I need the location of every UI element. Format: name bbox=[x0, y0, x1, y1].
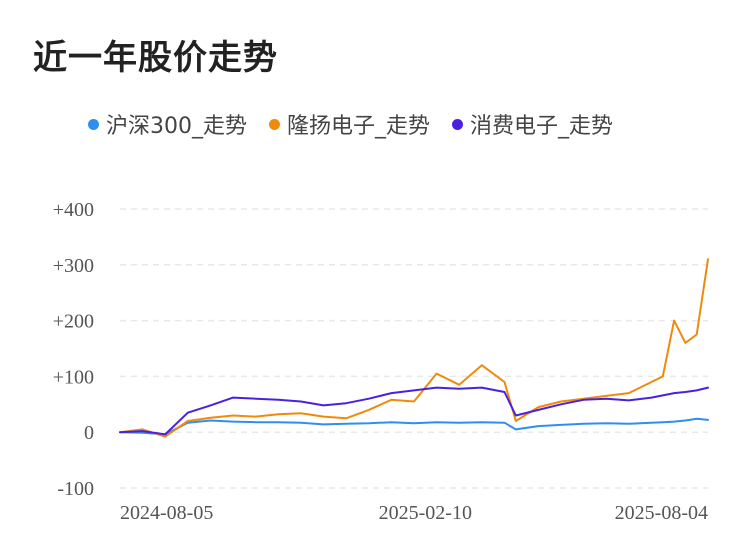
legend-dot-consumer-icon bbox=[452, 118, 464, 130]
y-tick-label: +400 bbox=[53, 199, 94, 221]
series-line-consumer bbox=[119, 386, 709, 436]
y-tick-label: +200 bbox=[53, 311, 94, 333]
x-tick-label: 2024-08-05 bbox=[120, 502, 213, 524]
x-tick-label: 2025-02-10 bbox=[379, 502, 472, 524]
legend-dot-longyang-icon bbox=[269, 118, 280, 130]
chart-title: 近一年股价走势 bbox=[33, 38, 278, 78]
legend-item-longyang[interactable]: 隆扬电子_走势 bbox=[269, 108, 430, 140]
series-line-longyang bbox=[119, 258, 709, 438]
legend-item-hs300[interactable]: 沪深300_走势 bbox=[88, 108, 247, 140]
legend-label-hs300: 沪深300_走势 bbox=[106, 114, 247, 139]
legend-dot-hs300-icon bbox=[88, 118, 99, 130]
y-tick-label: -100 bbox=[57, 478, 94, 500]
y-tick-label: +300 bbox=[53, 255, 94, 277]
series-line-hs300 bbox=[119, 417, 709, 436]
legend: 沪深300_走势 隆扬电子_走势 消费电子_走势 bbox=[88, 108, 635, 140]
x-tick-label: 2025-08-04 bbox=[615, 502, 708, 524]
legend-label-consumer: 消费电子_走势 bbox=[470, 114, 614, 139]
y-tick-label: 0 bbox=[84, 422, 94, 444]
legend-item-consumer[interactable]: 消费电子_走势 bbox=[452, 108, 613, 140]
y-tick-label: +100 bbox=[53, 366, 94, 388]
legend-label-longyang: 隆扬电子_走势 bbox=[287, 114, 431, 139]
